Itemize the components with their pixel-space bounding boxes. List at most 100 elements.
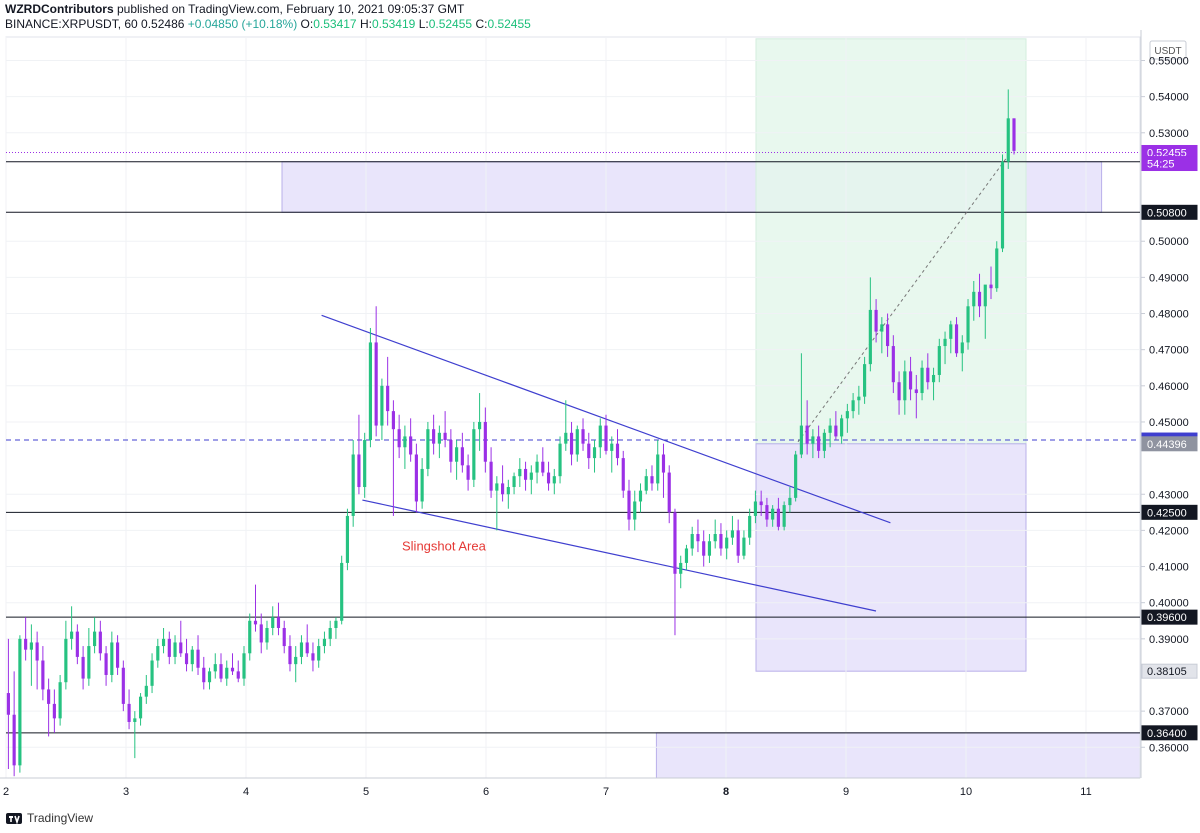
candle xyxy=(799,353,803,459)
candle-body xyxy=(29,642,33,650)
x-tick-label: 7 xyxy=(603,786,609,798)
candle xyxy=(81,646,85,690)
candle xyxy=(58,674,62,726)
candle xyxy=(478,393,482,451)
y-tick-label: 0.39000 xyxy=(1149,634,1189,646)
candle-body xyxy=(851,400,855,412)
candle-body xyxy=(328,627,332,639)
candle xyxy=(587,432,591,469)
candle-body xyxy=(403,436,407,448)
candle xyxy=(736,519,740,563)
candle xyxy=(276,602,281,636)
candle-body xyxy=(569,432,574,455)
candle xyxy=(1006,89,1010,169)
candle xyxy=(41,646,45,701)
candle xyxy=(156,638,160,668)
candle-body xyxy=(75,631,79,657)
candle xyxy=(328,620,332,647)
candle xyxy=(684,544,689,571)
y-tick-label: 0.43000 xyxy=(1149,489,1189,501)
candle xyxy=(891,335,895,394)
candle xyxy=(690,526,694,556)
candle xyxy=(391,400,395,516)
candle-body xyxy=(650,476,654,484)
candle xyxy=(696,519,700,553)
candle-body xyxy=(242,653,246,679)
candle xyxy=(253,584,258,632)
x-tick-label: 6 xyxy=(483,786,489,798)
candle xyxy=(552,468,556,495)
price-line-tag-bg xyxy=(1141,609,1198,625)
candle-body xyxy=(466,465,470,480)
candle-body xyxy=(294,656,298,665)
x-tick-label: 2 xyxy=(3,786,9,798)
candle-body xyxy=(558,443,562,477)
candle xyxy=(541,447,545,477)
candle-body xyxy=(144,685,148,697)
candle xyxy=(868,277,872,372)
candle-body xyxy=(282,627,286,647)
candle-body xyxy=(253,620,258,625)
candle xyxy=(374,306,378,437)
last-price: 0.52486 xyxy=(141,17,185,31)
candle xyxy=(368,327,372,448)
candle xyxy=(299,635,304,665)
candle-body xyxy=(184,653,189,665)
candle xyxy=(196,635,200,675)
candle-body xyxy=(546,472,551,484)
candle xyxy=(719,523,723,556)
candle xyxy=(288,635,292,672)
symbol-label[interactable]: BINANCE:XRPUSDT, 60 xyxy=(5,17,138,31)
candle xyxy=(857,385,861,415)
candle xyxy=(121,660,125,712)
candle-body xyxy=(334,620,338,628)
candle-body xyxy=(742,537,746,556)
candle-body xyxy=(702,541,706,556)
candle-body xyxy=(455,447,459,462)
candle xyxy=(546,461,551,491)
candle-body xyxy=(167,638,171,657)
candle xyxy=(679,555,683,589)
candle xyxy=(920,360,924,401)
candle xyxy=(805,400,809,455)
candle xyxy=(977,273,982,318)
tradingview-brand[interactable]: TradingView xyxy=(27,811,94,825)
candle xyxy=(207,667,212,690)
candle xyxy=(759,490,763,516)
candle xyxy=(161,627,166,654)
candle-body xyxy=(98,631,102,654)
low-label: L: xyxy=(418,17,429,31)
candle-body xyxy=(138,696,143,719)
candle-body xyxy=(133,718,137,722)
y-tick-label: 0.37000 xyxy=(1149,706,1189,718)
candle-body xyxy=(926,367,930,383)
publisher-name[interactable]: WZRDContributors xyxy=(5,2,114,16)
candle xyxy=(93,617,97,654)
candle xyxy=(18,635,22,773)
price-line-tag-bg xyxy=(1141,204,1198,220)
tradingview-logo-icon[interactable] xyxy=(6,810,22,826)
candle xyxy=(794,450,798,502)
candle xyxy=(903,360,907,415)
high-label: H: xyxy=(359,17,372,31)
candle xyxy=(294,646,298,683)
candle-body xyxy=(644,476,648,491)
candle xyxy=(702,530,706,567)
candle xyxy=(575,425,579,462)
candle xyxy=(771,505,775,527)
candle xyxy=(259,613,263,654)
candle xyxy=(322,631,327,654)
countdown-tag: 54:25 xyxy=(1147,159,1175,171)
price-line-tag: 0.39600 xyxy=(1147,612,1187,624)
candle xyxy=(713,519,717,549)
candle-body xyxy=(87,646,91,679)
candle xyxy=(437,425,441,459)
candle-body xyxy=(179,642,183,654)
candle-body xyxy=(225,667,229,679)
candle-body xyxy=(633,501,637,520)
candle-body xyxy=(248,620,252,654)
candle xyxy=(1000,154,1005,253)
candle xyxy=(282,620,286,654)
